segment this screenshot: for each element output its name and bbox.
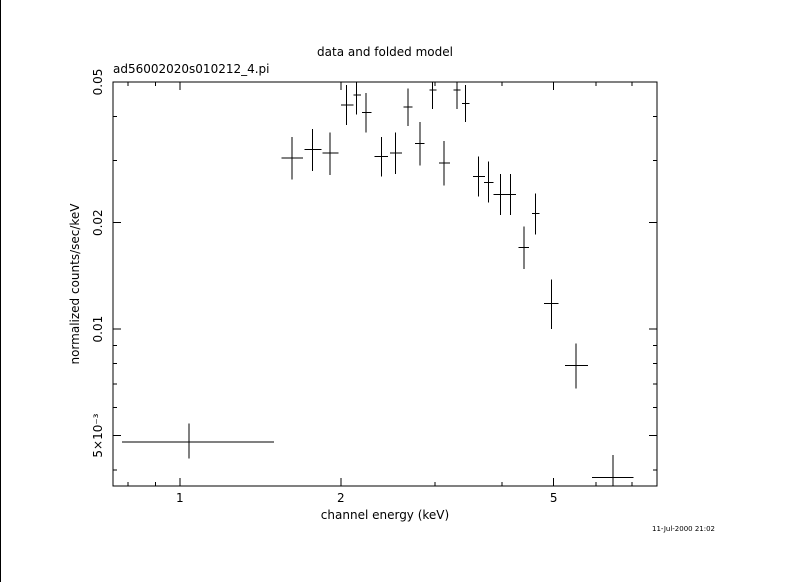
x-axis-label: channel energy (keV): [320, 508, 450, 522]
x-tick-label: 1: [176, 491, 184, 505]
y-tick-label: 0.02: [91, 209, 105, 236]
plot-timestamp: 11-Jul-2000 21:02: [652, 525, 716, 533]
y-tick-label: 0.01: [91, 316, 105, 343]
x-tick-label: 2: [337, 491, 345, 505]
y-tick-label: 0.05: [91, 69, 105, 96]
data-series: [122, 82, 634, 486]
chart-title: data and folded model: [317, 45, 453, 59]
y-tick-label: 5×10⁻³: [91, 413, 105, 457]
plot-filename: ad56002020s010212_4.pi: [113, 62, 270, 76]
window-left-border: [0, 0, 1, 582]
x-tick-label: 5: [550, 491, 558, 505]
plot-frame: [112, 81, 658, 487]
